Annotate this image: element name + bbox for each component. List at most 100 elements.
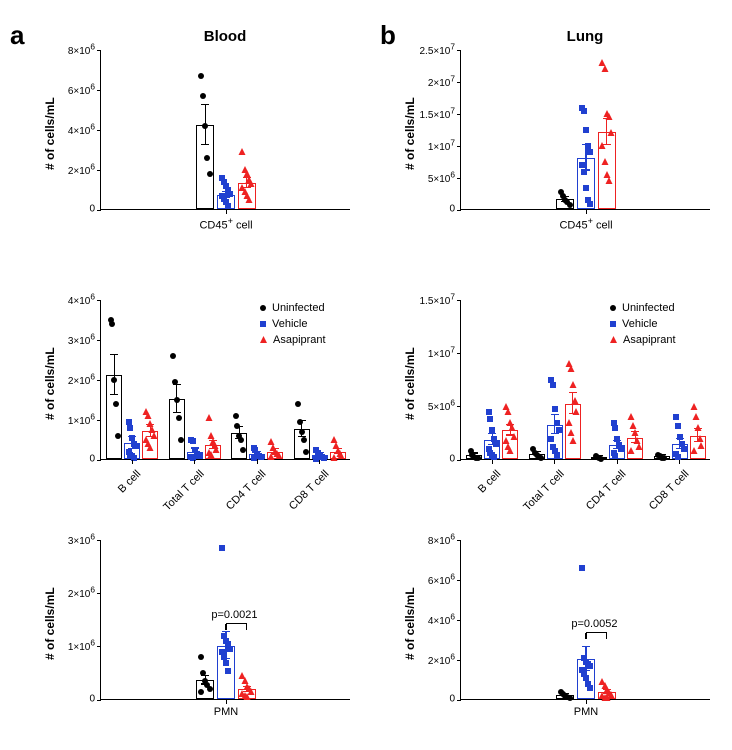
ytick-label: 1×107 [428,345,461,360]
ytick-label: 0 [89,454,101,465]
ytick-label: 1×106 [68,638,101,653]
data-point [681,439,687,457]
data-point [313,449,319,467]
data-point [205,408,212,426]
panel-letter-b: b [380,20,396,51]
x-axis-label: B cell [476,468,504,496]
x-axis-label: CD8 T cell [647,468,692,513]
data-point [196,445,202,463]
significance-label: p=0.0021 [211,609,257,621]
ytick-label: 1.5×107 [419,291,461,306]
data-point [258,447,264,465]
data-point [174,390,180,408]
legend-label: Vehicle [622,318,657,330]
data-point [603,688,610,706]
ytick-label: 8×106 [68,41,101,56]
data-point [507,441,514,459]
ytick-label: 6×106 [428,571,461,586]
data-point [178,430,184,448]
data-point [268,447,275,465]
data-point [147,438,154,456]
data-point [275,446,282,464]
ytick-label: 4×106 [68,121,101,136]
data-point [556,420,562,438]
data-point [587,678,593,696]
data-point [239,142,246,160]
data-point [605,171,612,189]
data-point [581,101,587,119]
data-point [172,372,178,390]
title-blood: Blood [100,28,350,45]
ytick-label: 4×106 [68,291,101,306]
ytick-label: 2×106 [68,585,101,600]
data-point [579,558,585,576]
data-point [207,164,213,182]
ytick-label: 0 [449,454,461,465]
legend-marker-icon [610,302,616,314]
data-point [601,59,608,77]
legend-marker-icon [260,318,266,330]
data-point [202,116,208,134]
chart-a-pmn: 01×1062×1063×106# of cells/mLPMNp=0.0021 [100,540,350,700]
legend-marker-icon [260,302,266,314]
data-point [690,441,697,459]
data-point [225,661,231,679]
data-point [115,426,121,444]
data-point [245,190,252,208]
data-point [207,679,213,697]
x-axis-label: Total T cell [161,468,206,513]
y-axis-label: # of cells/mL [43,97,57,170]
y-axis-label: # of cells/mL [403,347,417,420]
data-point [567,688,573,706]
ytick-label: 2×106 [68,161,101,176]
ytick-label: 0 [89,694,101,705]
ytick-label: 1×106 [68,411,101,426]
data-point [587,142,593,160]
legend-marker-icon [610,318,616,330]
data-point [240,440,246,458]
x-axis-label: CD45+ cell [461,216,711,232]
legend-label: Asapiprant [273,334,326,346]
data-point [207,445,214,463]
x-axis-label: CD4 T cell [584,468,629,513]
y-axis-label: # of cells/mL [43,587,57,660]
data-point [109,314,115,332]
ytick-label: 2.5×107 [419,41,461,56]
data-point [569,431,576,449]
data-point [608,123,615,141]
y-axis-label: # of cells/mL [403,97,417,170]
legend-item: Asapiprant [260,332,326,348]
data-point [251,448,257,466]
ytick-label: 0 [89,204,101,215]
ytick-label: 0 [449,204,461,215]
data-point [330,448,337,466]
chart-a-cd45: 02×1064×1066×1068×106# of cells/mLCD45+ … [100,50,350,210]
ytick-label: 3×106 [68,531,101,546]
ytick-label: 6×106 [68,81,101,96]
data-point [176,408,182,426]
significance-label: p=0.0052 [571,618,617,630]
chart-b-pmn: 02×1064×1066×1068×106# of cells/mLPMNp=0… [460,540,710,700]
data-point [573,402,580,420]
legend-label: Uninfected [622,302,675,314]
data-point [538,448,544,466]
ytick-label: 4×106 [428,611,461,626]
ytick-label: 5×106 [428,398,461,413]
legend: UninfectedVehicleAsapiprant [260,300,326,348]
data-point [198,66,204,84]
legend-item: Uninfected [610,300,676,316]
data-point [587,194,593,212]
x-axis-label: CD8 T cell [287,468,332,513]
data-point [111,370,117,388]
legend-label: Asapiprant [623,334,676,346]
legend-label: Vehicle [272,318,307,330]
ytick-label: 2×106 [428,651,461,666]
data-point [303,442,309,460]
legend-marker-icon [610,334,617,346]
data-point [113,394,119,412]
data-point [661,448,667,466]
data-point [338,446,345,464]
data-point [243,687,250,705]
ytick-label: 0 [449,694,461,705]
data-point [295,394,301,412]
